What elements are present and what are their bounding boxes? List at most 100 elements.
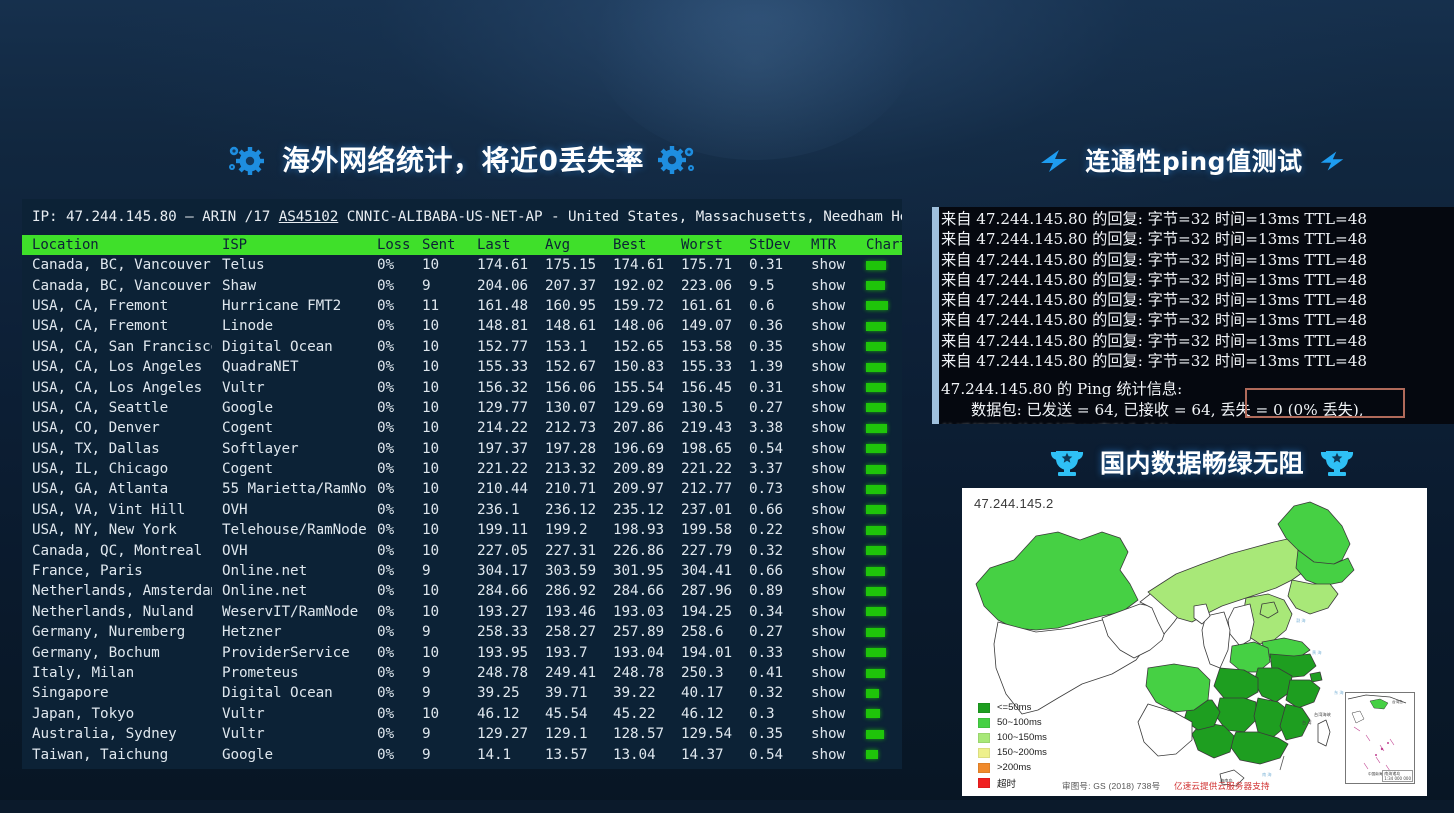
mtr-show-link[interactable]: show <box>811 542 846 559</box>
ping-rtt-line-blurred: 往返行程的估计时间(以毫秒为单位): <box>941 420 1183 424</box>
map-ip-label: 47.244.145.2 <box>974 496 1054 511</box>
loss-cell: 0% <box>377 665 395 681</box>
mtr-show-link[interactable]: show <box>811 726 846 743</box>
avg-cell: 258.27 <box>545 624 597 641</box>
mtr-show-link[interactable]: show <box>811 338 846 355</box>
column-header-last[interactable]: Last <box>467 235 535 255</box>
worst-cell: 129.54 <box>681 726 733 743</box>
chart-cell <box>856 602 902 622</box>
column-header-sent[interactable]: Sent <box>412 235 467 255</box>
avg-cell: 175.15 <box>545 257 597 274</box>
column-header-isp[interactable]: ISP <box>212 235 367 255</box>
chart-cell <box>856 377 902 397</box>
worst-cell: 219.43 <box>681 420 733 437</box>
stdev-cell: 0.35 <box>749 726 784 743</box>
mtr-show-link[interactable]: show <box>811 644 846 661</box>
best-cell: 301.95 <box>613 563 665 580</box>
table-row: USA, NY, New York Telehouse/RamNode 0% 10 19… <box>22 520 902 540</box>
stdev-cell: 0.73 <box>749 481 784 498</box>
isp-cell: Hurricane FMT2 <box>222 297 342 314</box>
isp-cell: Online.net <box>222 563 308 580</box>
sent-cell: 10 <box>422 338 440 355</box>
legend-item: 超时 <box>978 775 1047 790</box>
mtr-show-link[interactable]: show <box>811 399 846 416</box>
mtr-asn-link[interactable]: AS45102 <box>278 209 339 225</box>
mtr-show-link[interactable]: show <box>811 501 846 518</box>
location-cell: Germany, Nuremberg <box>32 624 186 641</box>
mtr-show-link[interactable]: show <box>811 481 846 498</box>
mtr-show-link[interactable]: show <box>811 563 846 580</box>
loss-cell: 0% <box>377 705 395 722</box>
last-cell: 210.44 <box>477 481 529 498</box>
mtr-show-link[interactable]: show <box>811 359 846 376</box>
stdev-cell: 0.32 <box>749 542 784 559</box>
table-row: Canada, QC, Montreal OVH 0% 10 227.05 227.31 2… <box>22 540 902 560</box>
mtr-show-link[interactable]: show <box>811 603 846 620</box>
ping-reply-line: 来自 47.244.145.80 的回复: 字节=32 时间=13ms TTL=… <box>941 291 1368 310</box>
console-scrollbar[interactable] <box>932 207 939 424</box>
worst-cell: 194.25 <box>681 603 733 620</box>
province-fujian <box>1279 703 1311 741</box>
mtr-show-link[interactable]: show <box>811 705 846 722</box>
ping-console-output: 来自 47.244.145.80 的回复: 字节=32 时间=13ms TTL=… <box>941 209 1454 424</box>
table-row: Germany, Nuremberg Hetzner 0% 9 258.33 258.27… <box>22 622 902 642</box>
column-header-avg[interactable]: Avg <box>535 235 603 255</box>
chart-cell <box>856 642 902 662</box>
isp-cell: Hetzner <box>222 624 282 641</box>
mtr-show-link[interactable]: show <box>811 685 846 702</box>
best-cell: 257.89 <box>613 624 665 641</box>
location-cell: USA, CA, San Francisco <box>32 338 212 355</box>
best-cell: 193.04 <box>613 644 665 661</box>
latency-bar <box>866 383 886 393</box>
column-header-location[interactable]: Location <box>22 235 212 255</box>
mtr-show-link[interactable]: show <box>811 297 846 314</box>
isp-cell: Vultr <box>222 705 265 722</box>
mtr-show-link[interactable]: show <box>811 522 846 539</box>
best-cell: 174.61 <box>613 257 665 274</box>
avg-cell: 39.71 <box>545 685 588 702</box>
table-row: USA, CA, Fremont Linode 0% 10 148.81 148.61 14… <box>22 316 902 336</box>
worst-cell: 258.6 <box>681 624 724 641</box>
isp-cell: Google <box>222 746 274 763</box>
mtr-show-link[interactable]: show <box>811 277 846 294</box>
mtr-show-link[interactable]: show <box>811 665 846 681</box>
avg-cell: 197.28 <box>545 440 597 457</box>
label-hainan: 海南岛 <box>1220 777 1233 784</box>
mtr-show-link[interactable]: show <box>811 624 846 641</box>
chart-cell <box>856 704 902 724</box>
latency-bar <box>866 648 886 658</box>
column-header-stdev[interactable]: StDev <box>739 235 801 255</box>
mtr-show-link[interactable]: show <box>811 257 846 274</box>
map-legend: <=50ms 50~100ms 100~150ms 150~200ms >200ms 超时 <box>978 700 1047 790</box>
mtr-show-link[interactable]: show <box>811 583 846 600</box>
latency-bar <box>866 729 884 739</box>
column-header-worst[interactable]: Worst <box>671 235 739 255</box>
column-header-mtr[interactable]: MTR <box>801 235 856 255</box>
column-header-loss[interactable]: Loss <box>367 235 412 255</box>
latency-bar <box>866 403 886 413</box>
latency-bar <box>866 688 879 698</box>
mtr-show-link[interactable]: show <box>811 420 846 437</box>
stdev-cell: 0.31 <box>749 379 784 396</box>
sent-cell: 10 <box>422 420 440 437</box>
column-header-best[interactable]: Best <box>603 235 671 255</box>
stdev-cell: 0.54 <box>749 746 784 763</box>
mtr-table: Location ISP Loss Sent Last Avg Best Wor… <box>22 235 902 765</box>
column-header-chart[interactable]: Chart <box>856 235 902 255</box>
table-row: USA, CA, Los Angeles Vultr 0% 10 156.32 156.0… <box>22 377 902 397</box>
last-cell: 193.27 <box>477 603 529 620</box>
mtr-show-link[interactable]: show <box>811 440 846 457</box>
sent-cell: 10 <box>422 501 440 518</box>
latency-bar <box>866 750 878 760</box>
mtr-show-link[interactable]: show <box>811 318 846 335</box>
last-cell: 39.25 <box>477 685 520 702</box>
mtr-show-link[interactable]: show <box>811 746 846 763</box>
legend-swatch <box>978 777 990 788</box>
legend-item: 100~150ms <box>978 730 1047 745</box>
mtr-show-link[interactable]: show <box>811 379 846 396</box>
avg-cell: 249.41 <box>545 665 597 681</box>
loss-cell: 0% <box>377 603 395 620</box>
location-cell: USA, TX, Dallas <box>32 440 160 457</box>
mtr-show-link[interactable]: show <box>811 461 846 478</box>
